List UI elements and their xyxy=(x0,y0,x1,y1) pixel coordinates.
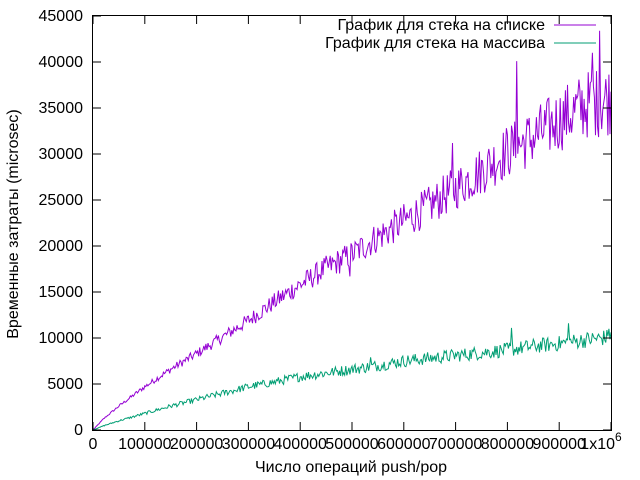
x-tick-label: 1x10 xyxy=(580,436,615,453)
x-tick-label: 900000 xyxy=(533,436,586,453)
legend-label: График для стека на массива xyxy=(325,35,545,52)
x-tick-label: 400000 xyxy=(274,436,327,453)
legend-label: График для стека на списке xyxy=(338,17,546,34)
y-tick-label: 5000 xyxy=(47,376,83,393)
plot-frame xyxy=(92,15,612,431)
series-line-2 xyxy=(92,323,612,431)
series-line-1 xyxy=(92,30,612,431)
x-tick-label: 0 xyxy=(89,436,98,453)
y-tick-label: 15000 xyxy=(39,284,84,301)
x-tick-label: 300000 xyxy=(222,436,275,453)
x-tick-exponent: 6 xyxy=(615,430,622,444)
x-tick-label: 200000 xyxy=(170,436,223,453)
axis-ticks: 0 5000 10000 15000 20000 25000 30000 35000 40000… xyxy=(39,8,623,453)
y-tick-label: 20000 xyxy=(39,238,84,255)
x-axis-label: Число операций push/pop xyxy=(255,459,447,476)
y-tick-label: 10000 xyxy=(39,330,84,347)
x-tick-label: 800000 xyxy=(481,436,534,453)
y-tick-label: 40000 xyxy=(39,54,84,71)
y-tick-label: 35000 xyxy=(39,100,84,117)
x-tick-label: 100000 xyxy=(118,436,171,453)
y-tick-label: 30000 xyxy=(39,146,84,163)
x-tick-label: 600000 xyxy=(377,436,430,453)
x-tick-label: 500000 xyxy=(325,436,378,453)
y-tick-label: 0 xyxy=(74,422,83,439)
x-tick-label: 700000 xyxy=(429,436,482,453)
y-tick-label: 45000 xyxy=(39,8,84,25)
plot-series xyxy=(92,30,612,431)
y-axis-label: Временные затраты (microsec) xyxy=(5,109,22,338)
y-tick-label: 25000 xyxy=(39,192,84,209)
